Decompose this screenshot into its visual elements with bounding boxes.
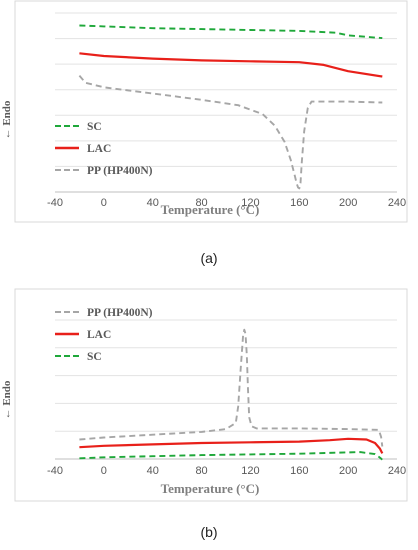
series-line-sc [79, 24, 383, 40]
x-tick-label: 160 [290, 465, 308, 477]
legend: PP (HP400N) LAC SC [55, 307, 153, 363]
x-tick-label: -40 [47, 465, 63, 477]
x-tick-label: 240 [388, 465, 406, 477]
series-line-pp-hp400n [78, 74, 383, 190]
legend-label: LAC [87, 329, 111, 341]
series-line-lac [79, 52, 383, 78]
y-axis-title: ← Endo [1, 380, 13, 419]
chart-panel-a: -40 0 40 80 120 160 200 240 Temperature (°C) ← … [1, 0, 408, 223]
plot-area [78, 24, 383, 190]
x-axis-title: Temperature (°C) [161, 481, 260, 496]
legend-label: SC [87, 121, 102, 133]
x-tick-labels: -40 0 40 80 120 160 200 240 [47, 197, 406, 209]
x-tick-labels: -40 0 40 80 120 160 200 240 [47, 465, 406, 477]
x-tick-label: 0 [101, 465, 107, 477]
chart-frame [14, 0, 408, 223]
x-tick-label: 80 [195, 465, 207, 477]
legend: SC LAC PP (HP400N) [55, 121, 153, 177]
x-tick-label: 200 [339, 465, 357, 477]
x-tick-label: 40 [147, 465, 159, 477]
legend-label: LAC [87, 143, 111, 155]
x-tick-label: -40 [47, 197, 63, 209]
gridlines [55, 319, 397, 460]
x-tick-label: 80 [195, 197, 207, 209]
x-tick-label: 40 [147, 197, 159, 209]
x-tick-label: 120 [241, 197, 259, 209]
x-tick-label: 0 [101, 197, 107, 209]
chart-panel-b: -40 0 40 80 120 160 200 240 Temperature (°C) ← … [1, 288, 408, 502]
panel-caption-a: (a) [200, 250, 217, 266]
chart-frame [14, 288, 408, 502]
legend-label: PP (HP400N) [87, 165, 153, 177]
x-axis-title: Temperature (°C) [161, 202, 260, 217]
gridlines [55, 12, 397, 193]
plot-area [79, 328, 384, 461]
legend-label: PP (HP400N) [87, 307, 153, 319]
x-tick-label: 160 [290, 197, 308, 209]
x-tick-label: 120 [241, 465, 259, 477]
panel-caption-b: (b) [200, 524, 217, 540]
x-tick-label: 240 [388, 197, 406, 209]
x-tick-label: 200 [339, 197, 357, 209]
y-axis-title: ← Endo [1, 100, 13, 139]
legend-label: SC [87, 351, 102, 363]
series-line-pp-hp400n [79, 328, 384, 447]
series-line-lac [79, 437, 384, 454]
